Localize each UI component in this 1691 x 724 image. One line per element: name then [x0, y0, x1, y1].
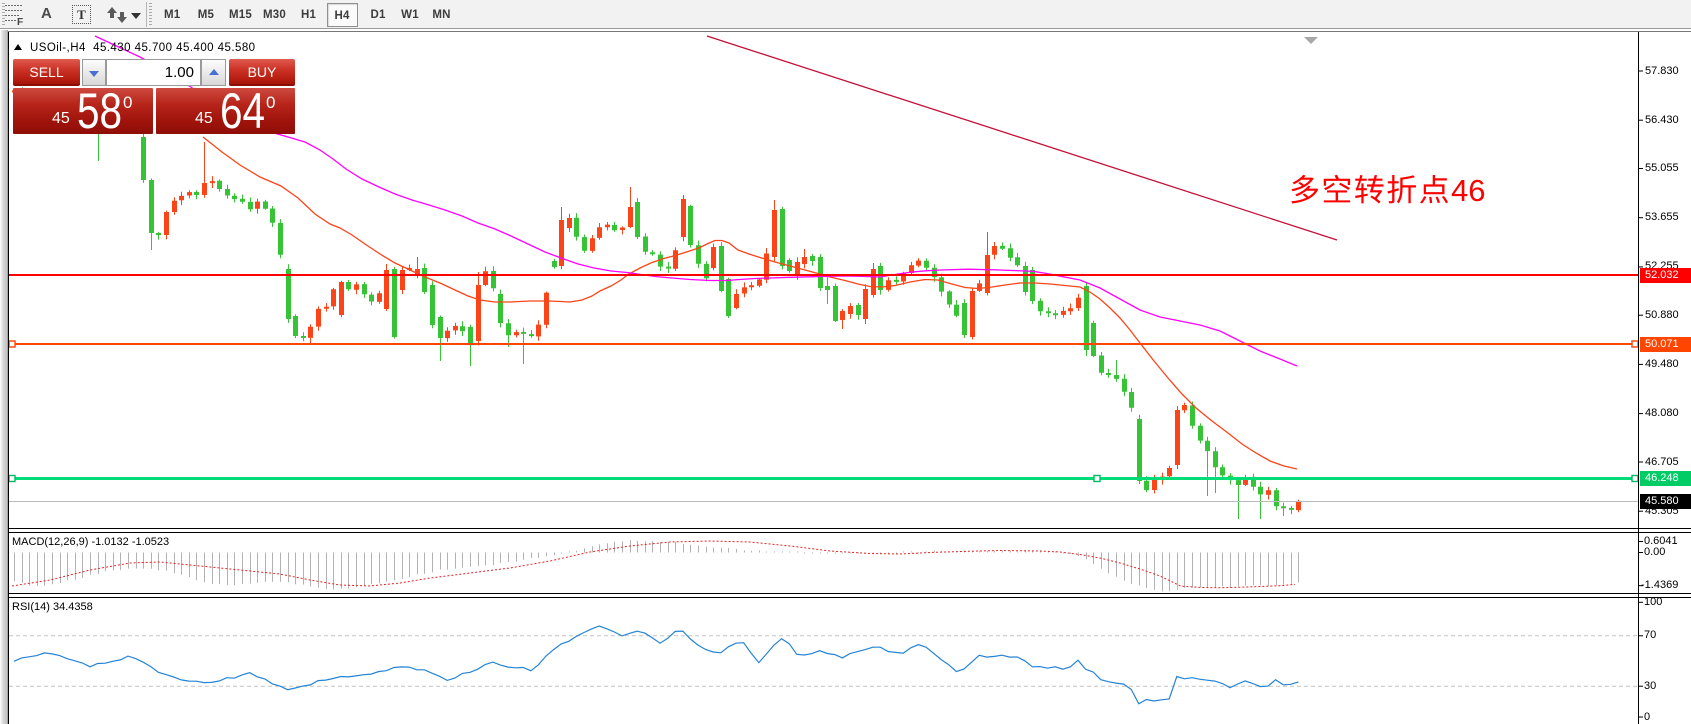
svg-text:F: F [17, 17, 23, 26]
svg-text:46: 46 [1451, 173, 1485, 208]
